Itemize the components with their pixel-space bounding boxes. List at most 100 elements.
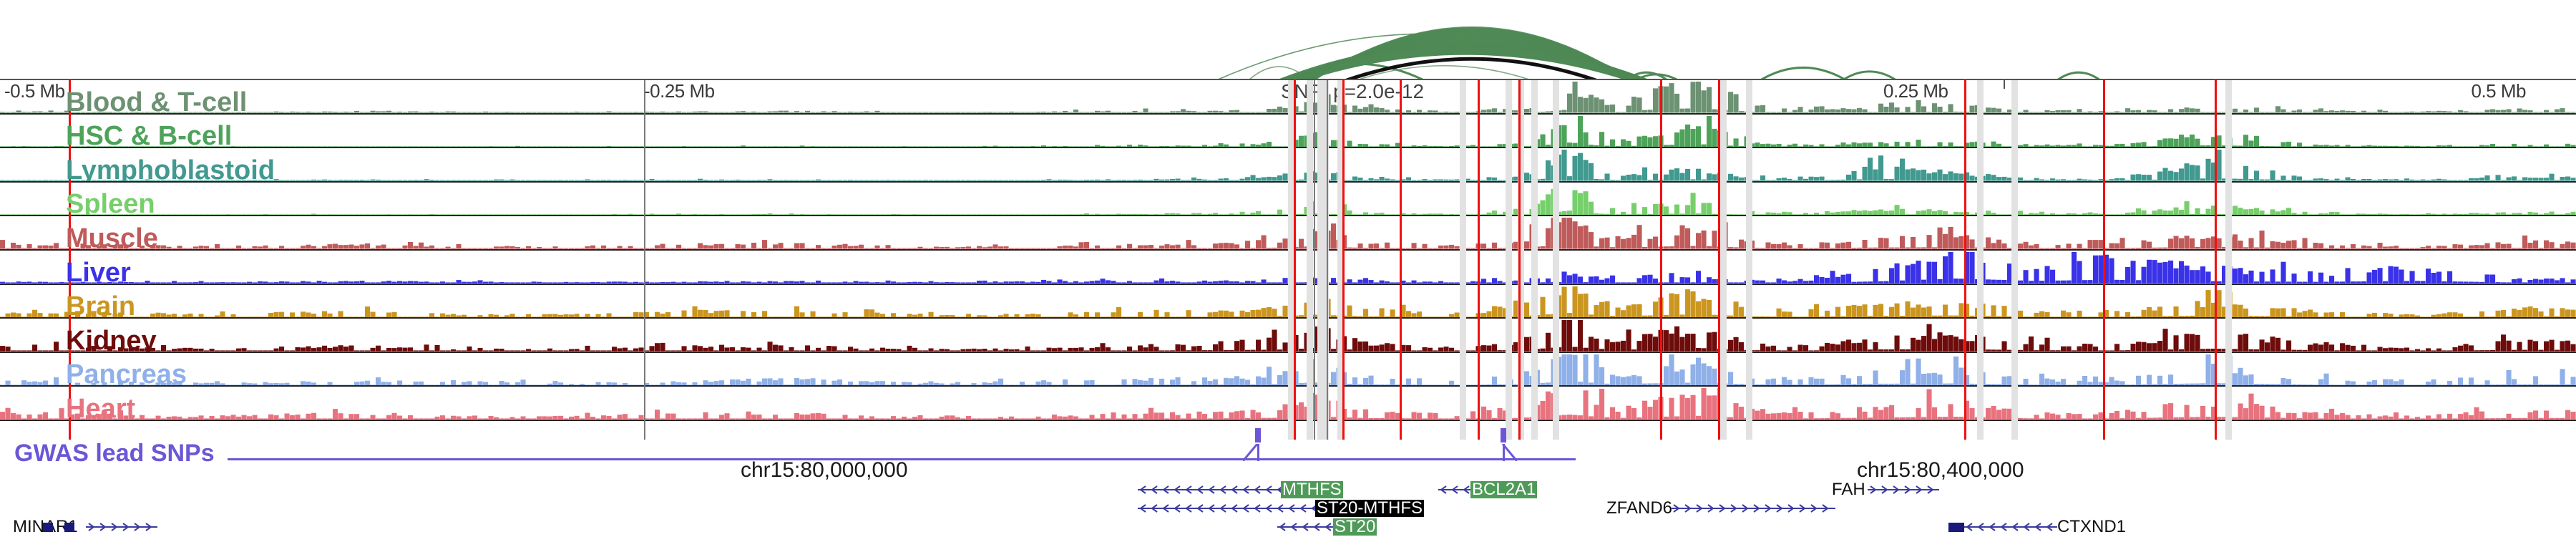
signal-bar: [1148, 344, 1154, 352]
signal-bar: [193, 282, 199, 284]
signal-bar: [1733, 94, 1739, 113]
signal-bar: [2184, 265, 2190, 284]
signal-bar: [1803, 316, 1809, 318]
signal-bar: [1320, 206, 1326, 216]
signal-bar: [252, 214, 258, 216]
gwas-lead-snp-tick[interactable]: [1255, 428, 1261, 442]
signal-bar: [1771, 212, 1777, 216]
signal-bar: [150, 418, 156, 420]
signal-bar: [241, 382, 247, 386]
signal-bar: [649, 213, 655, 216]
signal-bar: [1288, 141, 1294, 147]
signal-track-muscle[interactable]: Muscle: [0, 216, 2576, 251]
signal-bar: [1883, 383, 1889, 386]
signal-bar: [1958, 173, 1964, 181]
signal-bar: [279, 383, 285, 386]
signal-bar: [907, 346, 912, 352]
signal-bar: [1385, 178, 1390, 181]
signal-bar: [2522, 384, 2528, 386]
signal-bar: [1894, 141, 1900, 147]
signal-bar: [2426, 348, 2431, 352]
gene-model-st20[interactable]: ST20: [0, 518, 2576, 536]
signal-track-heart[interactable]: Heart: [0, 387, 2576, 421]
signal-bar: [805, 316, 811, 318]
signal-bar: [1309, 200, 1315, 216]
signal-bar: [2388, 213, 2394, 216]
signal-bar: [590, 214, 596, 216]
signal-track-hsc-b-cell[interactable]: HSC & B-cell: [0, 115, 2576, 149]
signal-bar: [2001, 145, 2007, 147]
signal-bar: [2366, 272, 2372, 284]
signal-bar: [2469, 281, 2474, 284]
signal-bar: [2431, 145, 2436, 147]
signal-bar: [54, 342, 59, 352]
signal-bar: [1181, 344, 1186, 352]
signal-bar: [21, 316, 27, 318]
signal-bar: [1078, 282, 1084, 284]
signal-bar: [322, 311, 328, 318]
signal-bar: [1400, 344, 1406, 352]
signal-bar: [2297, 418, 2303, 420]
gene-model-mthfs[interactable]: MTHFS: [0, 481, 2576, 498]
signal-bar: [977, 314, 982, 318]
signal-bar: [902, 382, 907, 386]
signal-bar: [241, 415, 247, 420]
gene-model-st20-mthfs[interactable]: ST20-MTHFS: [0, 500, 2576, 517]
signal-bar: [1181, 214, 1186, 216]
signal-bar: [1470, 384, 1476, 386]
signal-bar: [1631, 374, 1637, 386]
gene-model-ctxnd1[interactable]: CTXND1: [0, 518, 2576, 536]
signal-track-pancreas[interactable]: Pancreas: [0, 353, 2576, 387]
signal-bar: [1078, 347, 1084, 352]
signal-bar: [1299, 282, 1304, 284]
signal-bar: [1948, 315, 1953, 318]
signal-bar: [1669, 144, 1674, 147]
gene-model-fah[interactable]: FAH: [0, 481, 2576, 498]
signal-bar: [687, 145, 693, 147]
signal-bar: [1803, 248, 1809, 249]
signal-bar: [1304, 102, 1309, 113]
signal-track-brain[interactable]: Brain: [0, 285, 2576, 319]
gwas-lead-snp-tick[interactable]: [1501, 428, 1506, 442]
signal-bar: [1589, 382, 1594, 386]
signal-bar: [1175, 415, 1181, 420]
signal-bar: [2195, 383, 2200, 386]
signal-bar: [1996, 240, 2002, 249]
signal-bar: [54, 377, 59, 386]
signal-track-blood-t-cell[interactable]: Blood & T-cell: [0, 80, 2576, 115]
signal-bar: [198, 415, 204, 420]
signal-bar: [1722, 383, 1728, 386]
signal-profile: [0, 319, 2576, 352]
gene-model-minar1[interactable]: MINAR1: [0, 518, 2576, 536]
signal-track-liver[interactable]: Liver: [0, 251, 2576, 285]
signal-track-spleen[interactable]: Spleen: [0, 183, 2576, 217]
signal-bar: [440, 214, 446, 216]
signal-bar: [1293, 371, 1299, 386]
signal-bar: [966, 349, 972, 352]
signal-bar: [1889, 268, 1895, 284]
signal-bar: [1953, 237, 1959, 249]
signal-bar: [1664, 314, 1669, 318]
signal-bar: [2200, 178, 2206, 181]
signal-bar: [1014, 248, 1020, 249]
signal-bar: [2555, 248, 2560, 249]
signal-bar: [1095, 246, 1101, 249]
signal-bar: [509, 282, 515, 284]
signal-bar: [1245, 241, 1251, 249]
signal-track-lymphoblastoid[interactable]: Lymphoblastoid: [0, 148, 2576, 183]
signal-bar: [2484, 316, 2490, 318]
gwas-leg: [1503, 444, 1505, 461]
gene-model-zfand6[interactable]: ZFAND6: [0, 500, 2576, 517]
signal-bar: [2388, 266, 2394, 284]
signal-bar: [1653, 88, 1659, 113]
signal-bar: [1309, 277, 1315, 284]
signal-bar: [1486, 145, 1492, 147]
signal-bar: [623, 414, 628, 420]
signal-bar: [1631, 349, 1637, 352]
signal-bar: [1610, 105, 1616, 113]
signal-bar: [279, 145, 285, 147]
signal-track-kidney[interactable]: Kidney: [0, 319, 2576, 353]
signal-bar: [574, 416, 580, 420]
gene-model-bcl2a1[interactable]: BCL2A1: [0, 481, 2576, 498]
signal-bar: [859, 245, 864, 249]
